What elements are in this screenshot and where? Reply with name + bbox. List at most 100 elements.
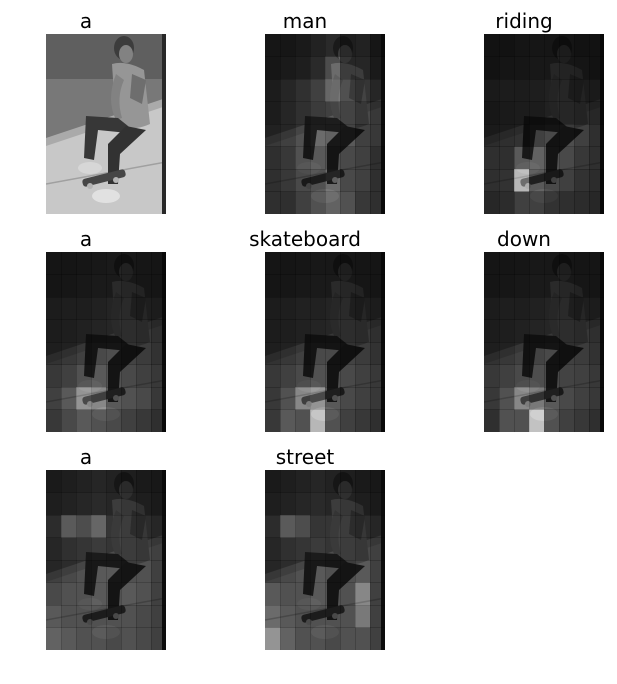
attention-cell [544, 319, 560, 343]
attention-cell [121, 582, 137, 606]
attention-cell [574, 124, 590, 147]
attention-cell [370, 470, 385, 493]
attention-cell [514, 191, 530, 214]
attention-highlight [514, 169, 530, 192]
attention-cell [76, 470, 92, 493]
attention-cell [295, 387, 311, 410]
attention-cell [484, 124, 500, 147]
attention-cell [589, 319, 604, 343]
attention-cell [265, 101, 281, 125]
attention-cell [574, 297, 590, 320]
attention-cell [529, 101, 545, 125]
attention-cell [61, 470, 77, 493]
attention-cell [484, 252, 500, 275]
attention-cell [136, 387, 152, 410]
attention-highlight [355, 582, 371, 606]
attention-cell [121, 252, 137, 275]
attention-cell [136, 252, 152, 275]
attention-cell [370, 191, 385, 214]
attention-highlight [91, 515, 107, 538]
attention-cell [355, 342, 371, 365]
attention-cell [325, 252, 341, 275]
attention-cell [544, 146, 560, 170]
attention-cell [484, 79, 500, 102]
attention-cell [280, 387, 296, 410]
attention-cell [76, 582, 92, 606]
attention-cell [484, 56, 500, 80]
attention-cell [121, 560, 137, 583]
attention-cell [91, 560, 107, 583]
attention-cell [46, 515, 62, 538]
attention-cell [370, 274, 385, 298]
attention-highlight [61, 515, 77, 538]
attention-cell [61, 364, 77, 388]
attention-cell [280, 470, 296, 493]
attention-cell [91, 409, 107, 432]
attention-cell [121, 537, 137, 561]
attention-cell [295, 124, 311, 147]
attention-cell [136, 560, 152, 583]
attention-cell [514, 409, 530, 432]
attention-cell [295, 560, 311, 583]
attention-cell [544, 56, 560, 80]
attention-cell [370, 605, 385, 628]
attention-overlay [265, 34, 385, 214]
attention-cell [340, 560, 356, 583]
attention-cell [340, 537, 356, 561]
attention-cell [280, 537, 296, 561]
attention-cell [499, 297, 515, 320]
attention-cell [295, 515, 311, 538]
attention-cell [46, 274, 62, 298]
attention-cell [514, 146, 530, 170]
attention-cell [121, 605, 137, 628]
attention-cell [340, 319, 356, 343]
attention-highlight [355, 605, 371, 628]
attention-cell [76, 252, 92, 275]
attention-cell [280, 191, 296, 214]
attention-cell [514, 342, 530, 365]
attention-cell [295, 101, 311, 125]
attention-cell [265, 319, 281, 343]
attention-cell [559, 409, 575, 432]
attention-cell [370, 492, 385, 516]
attention-highlight [529, 387, 545, 410]
attention-cell [76, 297, 92, 320]
attention-highlight [265, 627, 281, 650]
attention-cell [106, 274, 122, 298]
attention-cell [355, 297, 371, 320]
attention-cell [46, 605, 62, 628]
attention-cell [499, 124, 515, 147]
attention-cell [151, 387, 166, 410]
attention-cell [121, 409, 137, 432]
attention-cell [46, 582, 62, 606]
attention-cell [280, 101, 296, 125]
attention-cell [136, 515, 152, 538]
attention-cell [265, 560, 281, 583]
attention-cell [106, 627, 122, 650]
attention-cell [46, 627, 62, 650]
attention-cell [544, 79, 560, 102]
attention-cell [325, 79, 341, 102]
attention-highlight [325, 56, 341, 80]
attention-cell [514, 169, 530, 192]
attention-cell [76, 515, 92, 538]
attention-cell [559, 342, 575, 365]
attention-cell [46, 342, 62, 365]
attention-cell [559, 146, 575, 170]
attention-cell [325, 319, 341, 343]
attention-cell [280, 560, 296, 583]
attention-cell [544, 274, 560, 298]
attention-cell [514, 56, 530, 80]
attention-cell [355, 274, 371, 298]
attention-cell [265, 56, 281, 80]
panel-image [265, 34, 385, 214]
attention-cell [574, 274, 590, 298]
attention-cell [325, 342, 341, 365]
attention-cell [484, 342, 500, 365]
attention-cell [295, 56, 311, 80]
attention-cell [370, 582, 385, 606]
attention-cell [265, 146, 281, 170]
panel-image [484, 252, 604, 432]
panel-title: a [79, 445, 93, 469]
attention-cell [589, 146, 604, 170]
